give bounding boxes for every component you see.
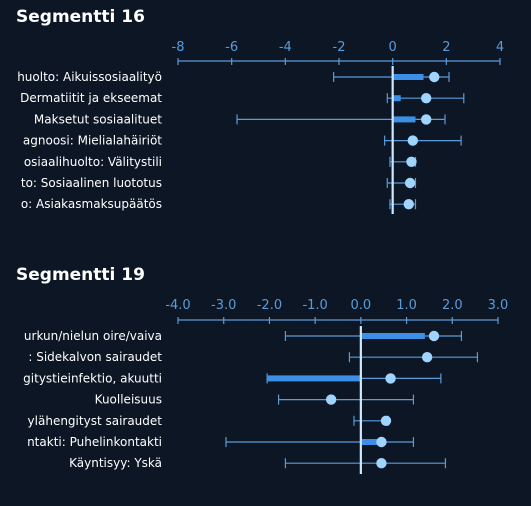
category-label: huolto: Aikuissosiaalityö [17, 70, 162, 84]
effect-bar [360, 333, 425, 339]
x-tick-label: 2.0 [442, 298, 463, 313]
estimate-point [428, 330, 440, 342]
x-tick-label: -1.0 [302, 298, 327, 313]
x-tick-label: 3.0 [488, 298, 509, 313]
category-label: osiaalihuolto: Välitystili [24, 155, 162, 169]
estimate-point [407, 135, 418, 146]
x-tick-label: -4.0 [165, 298, 190, 313]
category-label: Dermatiitit ja ekseemat [20, 91, 162, 105]
category-label: ylähengityst sairaudet [28, 414, 163, 428]
x-tick-label: -2.0 [257, 298, 282, 313]
category-label: to: Sosiaalinen luototus [21, 176, 162, 190]
effect-bar [392, 74, 424, 80]
category-label: Maksetut sosiaalituet [34, 112, 162, 126]
x-tick-label: 0 [389, 40, 397, 55]
estimate-point [421, 93, 432, 104]
segment-19-title: Segmentti 19 [16, 265, 145, 285]
x-tick-label: -6 [225, 40, 238, 55]
category-label: urkun/nielun oire/vaiva [24, 329, 162, 343]
effect-bar [360, 439, 386, 445]
x-tick-label: -4 [279, 40, 292, 55]
estimate-point [421, 352, 433, 363]
segment-19-panel: Segmentti 19 -4.0 -3.0 -2.0 -1.0 0.0 1.0 2.0 3.… [16, 265, 508, 474]
estimate-point [403, 199, 414, 210]
x-tick-label: 4 [496, 40, 504, 55]
category-label: gitystieinfektio, akuutti [23, 371, 162, 385]
estimate-point [376, 458, 387, 469]
segment-16-title: Segmentti 16 [16, 7, 145, 27]
estimate-point [376, 436, 387, 448]
x-tick-label: 0.0 [351, 298, 372, 313]
x-tick-label: -3.0 [211, 298, 236, 313]
category-label: Käyntisyy: Yskä [69, 456, 162, 470]
estimate-point [421, 114, 432, 125]
x-tick-label: 1.0 [396, 298, 417, 313]
estimate-point [429, 71, 440, 83]
estimate-point [380, 415, 392, 426]
estimate-point [385, 373, 396, 384]
category-label: o: Asiakasmaksupäätös [21, 197, 162, 211]
estimate-point [406, 156, 417, 167]
category-label: ntakti: Puhelinkontakti [27, 435, 162, 449]
estimate-point [325, 394, 337, 405]
effect-bar [392, 95, 401, 102]
effect-bar [392, 116, 416, 123]
x-tick-label: -8 [172, 40, 185, 55]
x-tick-label: -2 [333, 40, 346, 55]
category-label: agnoosi: Mielialahäiriöt [23, 134, 162, 148]
estimate-point [404, 177, 416, 189]
segment-16-panel: Segmentti 16 -8 -6 -4 -2 0 2 4 huolto: Aikuisso… [16, 7, 504, 214]
x-tick-label: 2 [442, 40, 450, 55]
category-label: Kuolleisuus [95, 393, 162, 407]
effect-bar [267, 375, 361, 382]
category-label: : Sidekalvon sairaudet [28, 350, 162, 364]
